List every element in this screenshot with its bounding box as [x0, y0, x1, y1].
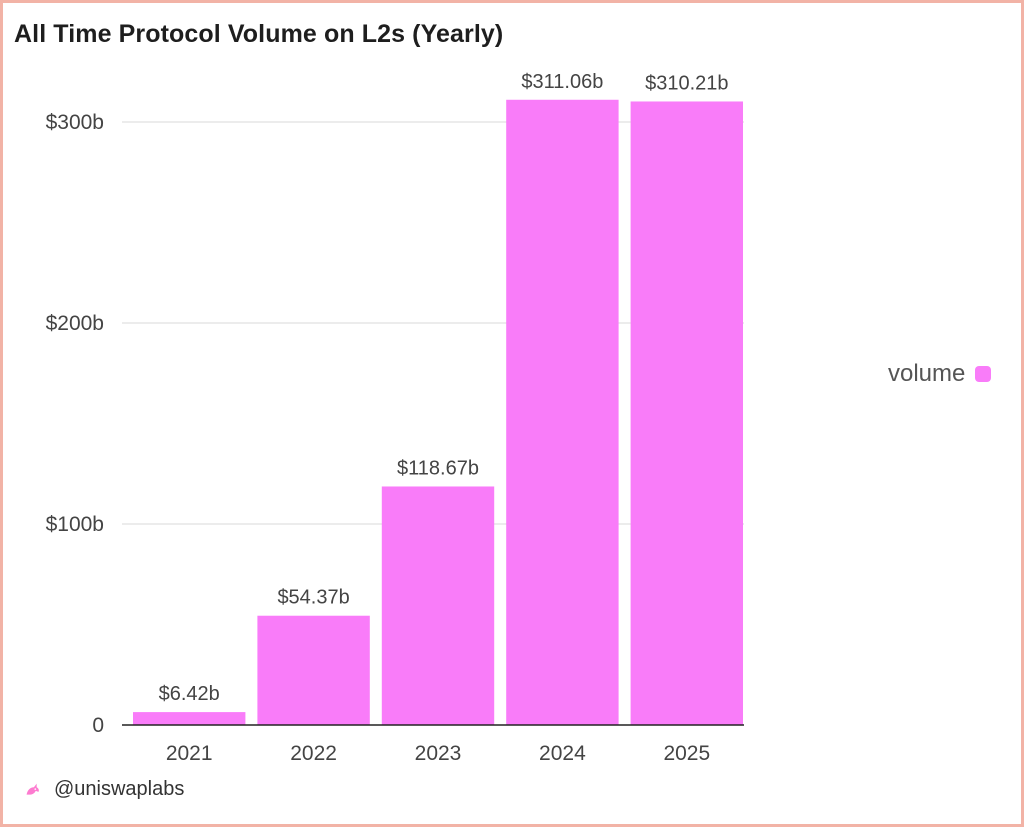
bar-2021[interactable] [133, 712, 246, 725]
legend[interactable]: volume [888, 360, 992, 388]
y-tick-label: $100b [46, 513, 104, 536]
legend-swatch-volume [975, 366, 992, 382]
y-tick-label: $300b [46, 111, 104, 134]
bar-2023[interactable] [381, 486, 495, 725]
x-tick-label-2024: 2024 [539, 742, 586, 765]
footer-handle: @uniswaplabs [54, 778, 185, 800]
unicorn-icon [26, 783, 39, 795]
chart-title: All Time Protocol Volume on L2s (Yearly) [14, 20, 504, 48]
x-tick-label-2021: 2021 [166, 742, 213, 765]
x-tick-label-2023: 2023 [415, 742, 462, 765]
data-label-2021: $6.42b [159, 683, 220, 705]
bar-2022[interactable] [257, 615, 370, 725]
data-label-2024: $311.06b [521, 71, 603, 93]
bar-2025[interactable] [630, 101, 743, 725]
x-tick-label-2025: 2025 [663, 742, 710, 765]
data-label-2025: $310.21b [645, 72, 728, 94]
data-label-2022: $54.37b [277, 587, 349, 609]
footer-attribution: @uniswaplabs [22, 778, 184, 801]
legend-label-volume: volume [888, 360, 966, 387]
y-tick-label: $200b [46, 312, 104, 335]
bar-2024[interactable] [506, 99, 619, 725]
data-label-2023: $118.67b [397, 457, 479, 479]
y-tick-label: 0 [92, 714, 104, 737]
x-tick-label-2022: 2022 [290, 742, 337, 765]
